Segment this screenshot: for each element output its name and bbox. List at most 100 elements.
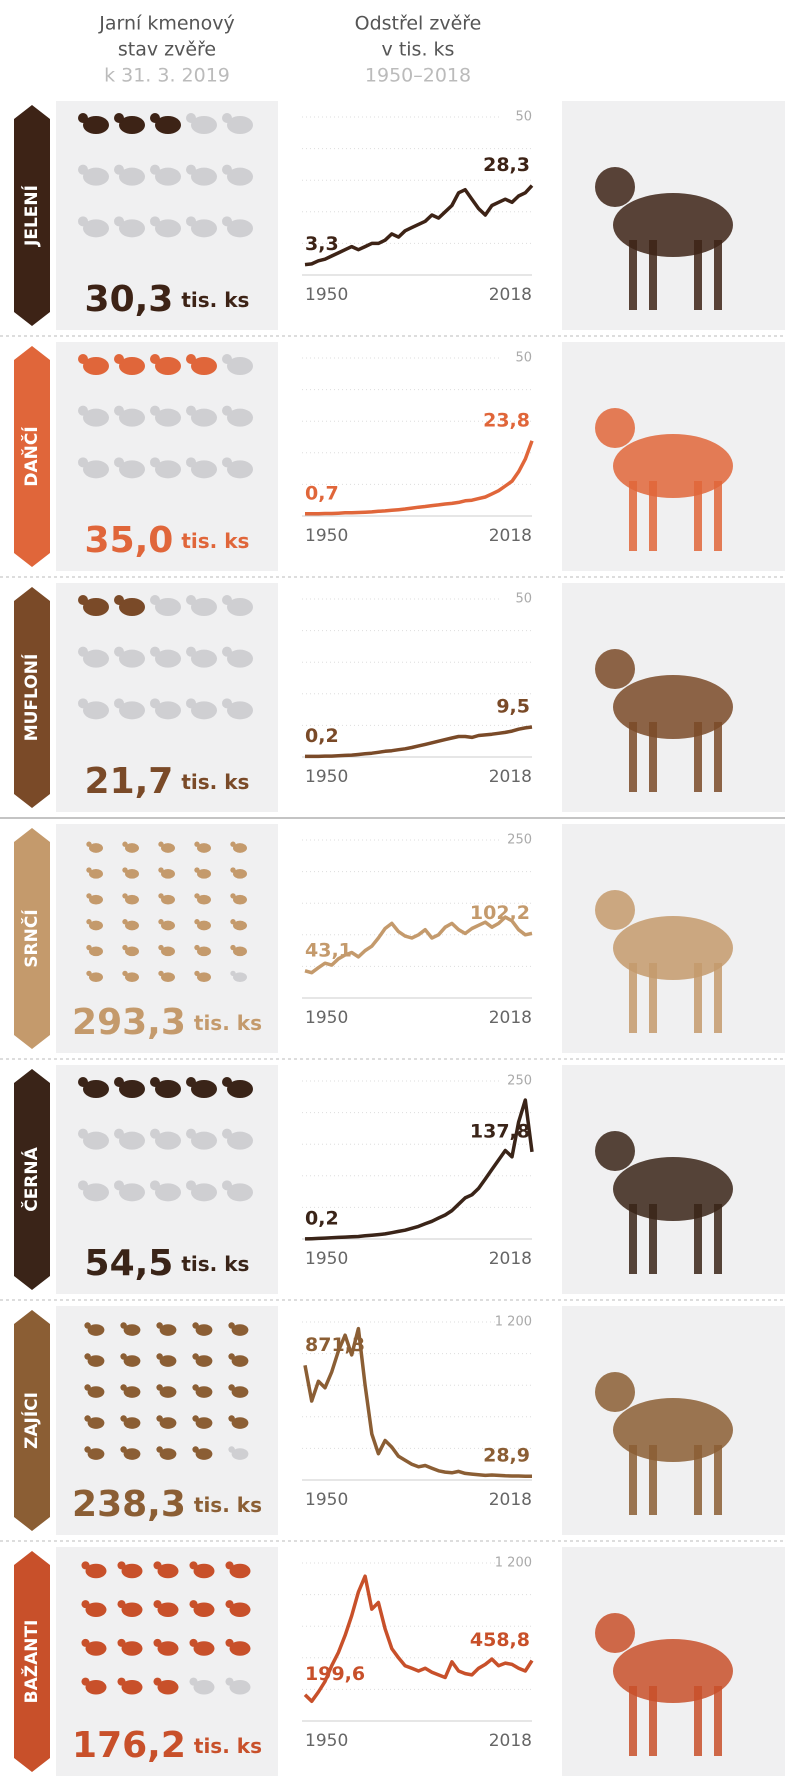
population-icon (83, 1131, 109, 1150)
population-icon (191, 116, 217, 134)
series-line (303, 1326, 532, 1478)
population-icon-head (86, 944, 92, 951)
population-icon (89, 972, 103, 983)
value-label: 0,2 (305, 725, 339, 747)
population-icon-head (114, 595, 124, 605)
population-icon-head (228, 1353, 235, 1360)
population-icon-head (186, 1077, 196, 1087)
population-value: 176,2 (72, 1725, 186, 1766)
population-text: 293,3 tis. ks (72, 1002, 262, 1043)
value-label: 3,3 (305, 233, 339, 255)
population-text: 30,3 tis. ks (85, 279, 250, 320)
animal-head (595, 1131, 635, 1171)
population-icon (191, 460, 217, 479)
population-icon (83, 598, 109, 616)
population-icon-head (122, 944, 128, 951)
population-unit: tis. ks (181, 288, 249, 312)
population-icon (229, 1641, 251, 1656)
population-icon (161, 868, 175, 879)
row-label: MUFLONÍ (20, 654, 42, 742)
population-icon (85, 1563, 107, 1579)
population-icon-head (192, 1446, 199, 1453)
animal-leg (649, 1445, 657, 1515)
population-icon-head (156, 1446, 163, 1453)
cull-title: v tis. ks (382, 39, 455, 61)
series-line (305, 440, 534, 516)
population-icon (89, 946, 103, 957)
population-icon-head (150, 405, 160, 416)
animal-body (613, 1398, 733, 1462)
animal-head (595, 1372, 635, 1412)
population-icon-head (150, 1077, 160, 1087)
population-text: 238,3 tis. ks (72, 1484, 262, 1525)
animal-leg (714, 1204, 722, 1274)
population-icon (89, 868, 103, 879)
population-icon-head (158, 893, 164, 899)
value-label: 23,8 (483, 409, 530, 431)
population-icon (227, 408, 253, 427)
population-icon-head (186, 595, 196, 605)
population-icon-head (222, 1180, 232, 1191)
animal-leg (714, 963, 722, 1033)
population-icon (161, 920, 175, 931)
animal-leg (649, 1686, 657, 1756)
population-unit: tis. ks (181, 1252, 249, 1276)
population-icon-head (114, 1180, 124, 1191)
population-icon-head (230, 893, 236, 899)
animal-leg (714, 240, 722, 310)
population-icon-head (86, 970, 92, 977)
population-icon (83, 701, 109, 720)
population-icon (227, 1131, 253, 1150)
population-icon-head (228, 1446, 235, 1453)
animal-body (613, 675, 733, 739)
animal-leg (694, 963, 702, 1033)
population-icon (231, 1386, 249, 1398)
population-icon-head (230, 841, 236, 847)
population-icon-head (158, 919, 164, 925)
population-icon (191, 649, 217, 668)
population-icon (87, 1324, 105, 1336)
population-icon (193, 1641, 215, 1656)
x-tick-label: 1950 (305, 526, 348, 546)
population-icon-head (189, 1561, 198, 1570)
row-banner (14, 1310, 50, 1531)
population-icon (87, 1417, 105, 1429)
population-icon (89, 843, 103, 853)
y-tick-label: 250 (507, 1074, 532, 1089)
row-label: SRNČÍ (20, 909, 42, 967)
series-line (304, 184, 534, 267)
population-icon (227, 649, 253, 668)
value-label: 458,8 (470, 1629, 530, 1651)
animal-leg (649, 722, 657, 792)
population-icon (233, 868, 247, 879)
population-icon (121, 1679, 143, 1695)
population-icon (157, 1641, 179, 1656)
population-icon-head (222, 164, 232, 175)
population-icon (233, 843, 247, 853)
y-tick-label: 1 200 (495, 1315, 532, 1330)
population-icon-head (78, 457, 88, 468)
animal-leg (714, 1445, 722, 1515)
population-icon-head (78, 164, 88, 175)
population-icon (83, 408, 109, 427)
population-icon-head (225, 1638, 234, 1647)
animal-leg (629, 240, 637, 310)
x-tick-label: 1950 (305, 1249, 348, 1269)
value-label: 137,8 (470, 1120, 530, 1142)
population-icon-head (186, 1128, 196, 1139)
population-icon (89, 920, 103, 931)
x-tick-label: 2018 (489, 1490, 532, 1510)
population-icon (155, 116, 181, 134)
population-icon (231, 1355, 249, 1367)
population-icon-head (86, 893, 92, 899)
population-icon-head (156, 1415, 163, 1422)
row-banner (14, 105, 50, 326)
population-icon-head (186, 354, 196, 364)
population-value: 30,3 (85, 279, 174, 320)
animal-body (613, 193, 733, 257)
population-icon-head (222, 1128, 232, 1139)
population-icon-head (189, 1600, 198, 1609)
population-icon-head (230, 944, 236, 951)
population-icon-head (186, 113, 196, 123)
